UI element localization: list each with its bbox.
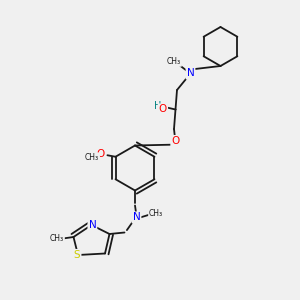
Text: O: O — [96, 149, 105, 159]
Text: O: O — [171, 136, 180, 146]
Text: CH₃: CH₃ — [85, 153, 99, 162]
Text: N: N — [133, 212, 140, 223]
Text: CH₃: CH₃ — [167, 57, 181, 66]
Text: S: S — [74, 250, 80, 260]
Text: N: N — [88, 220, 96, 230]
Text: CH₃: CH₃ — [50, 234, 64, 243]
Text: CH₃: CH₃ — [149, 209, 163, 218]
Text: O: O — [159, 104, 167, 115]
Text: H: H — [154, 101, 161, 111]
Text: N: N — [187, 68, 194, 79]
